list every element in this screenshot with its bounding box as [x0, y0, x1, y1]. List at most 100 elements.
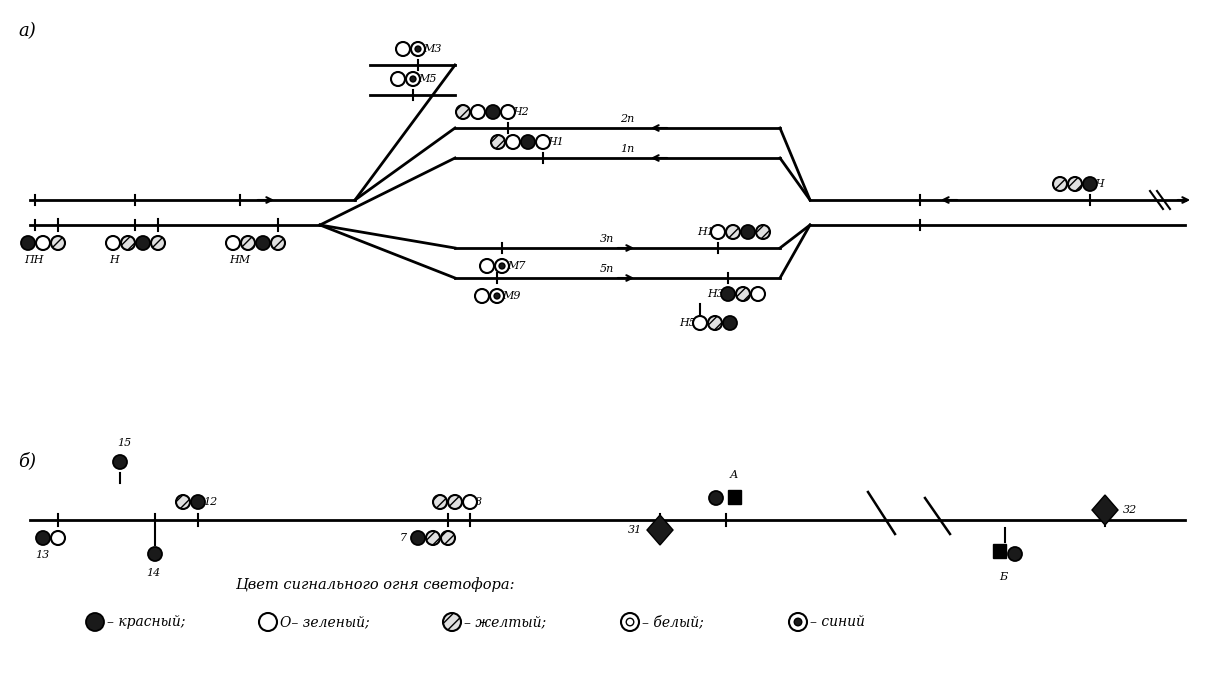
Circle shape	[176, 495, 190, 509]
Text: 1п: 1п	[620, 144, 635, 154]
Text: Цвет сигнального огня светофора:: Цвет сигнального огня светофора:	[235, 578, 515, 592]
Text: Ч: Ч	[1095, 179, 1103, 189]
Text: 31: 31	[627, 525, 642, 535]
Text: М3: М3	[423, 44, 442, 54]
Circle shape	[721, 287, 735, 301]
Circle shape	[36, 531, 50, 545]
Bar	[728, 490, 741, 504]
Text: 5п: 5п	[599, 264, 614, 274]
Circle shape	[521, 135, 535, 149]
Circle shape	[463, 495, 477, 509]
Polygon shape	[1092, 495, 1118, 525]
Circle shape	[107, 236, 120, 250]
Circle shape	[411, 42, 425, 56]
Circle shape	[501, 105, 515, 119]
Circle shape	[256, 236, 270, 250]
Text: 15: 15	[117, 438, 131, 448]
Text: – синий: – синий	[810, 615, 865, 629]
Text: – красный;: – красный;	[107, 615, 185, 629]
Circle shape	[21, 236, 35, 250]
Circle shape	[499, 263, 505, 269]
Circle shape	[151, 236, 165, 250]
Circle shape	[241, 236, 256, 250]
Circle shape	[486, 105, 500, 119]
Circle shape	[480, 259, 494, 273]
Circle shape	[1008, 547, 1022, 561]
Text: М5: М5	[418, 74, 436, 84]
Circle shape	[495, 259, 509, 273]
Text: 3п: 3п	[599, 234, 614, 244]
Circle shape	[448, 495, 463, 509]
Circle shape	[396, 42, 411, 56]
Circle shape	[36, 236, 50, 250]
Text: 2п: 2п	[620, 114, 635, 124]
Text: А: А	[730, 470, 739, 480]
Text: – белый;: – белый;	[642, 615, 704, 629]
Text: Н: Н	[109, 255, 119, 265]
Circle shape	[794, 618, 802, 626]
Text: б): б)	[18, 452, 36, 470]
Text: Н3: Н3	[707, 289, 724, 299]
Bar	[993, 544, 1006, 558]
Circle shape	[441, 531, 455, 545]
Circle shape	[751, 287, 765, 301]
Circle shape	[693, 316, 707, 330]
Text: НМ: НМ	[229, 255, 251, 265]
Circle shape	[148, 547, 162, 561]
Circle shape	[490, 135, 505, 149]
Circle shape	[259, 613, 277, 631]
Text: Ч1: Ч1	[549, 137, 564, 147]
Text: Н1: Н1	[698, 227, 714, 237]
Circle shape	[708, 316, 722, 330]
Circle shape	[226, 236, 240, 250]
Text: 12: 12	[203, 497, 217, 507]
Circle shape	[708, 491, 723, 505]
Circle shape	[1068, 177, 1081, 191]
Text: ПН: ПН	[24, 255, 44, 265]
Circle shape	[790, 613, 807, 631]
Text: М9: М9	[503, 291, 521, 301]
Text: Ч2: Ч2	[513, 107, 529, 117]
Text: 13: 13	[35, 550, 50, 560]
Circle shape	[434, 495, 447, 509]
Circle shape	[741, 225, 754, 239]
Polygon shape	[647, 515, 673, 545]
Circle shape	[621, 613, 639, 631]
Circle shape	[426, 531, 440, 545]
Circle shape	[411, 76, 415, 82]
Circle shape	[415, 46, 421, 52]
Circle shape	[506, 135, 520, 149]
Circle shape	[136, 236, 150, 250]
Circle shape	[1054, 177, 1067, 191]
Circle shape	[457, 105, 470, 119]
Text: 8: 8	[475, 497, 482, 507]
Circle shape	[536, 135, 550, 149]
Text: 14: 14	[145, 568, 160, 578]
Circle shape	[121, 236, 134, 250]
Text: 7: 7	[400, 533, 407, 543]
Circle shape	[723, 316, 737, 330]
Circle shape	[51, 531, 65, 545]
Circle shape	[736, 287, 750, 301]
Circle shape	[475, 289, 489, 303]
Circle shape	[1083, 177, 1097, 191]
Text: Н5: Н5	[679, 318, 696, 328]
Circle shape	[626, 618, 633, 626]
Circle shape	[756, 225, 770, 239]
Circle shape	[271, 236, 285, 250]
Circle shape	[191, 495, 205, 509]
Circle shape	[490, 289, 504, 303]
Circle shape	[471, 105, 484, 119]
Circle shape	[391, 72, 404, 86]
Circle shape	[86, 613, 104, 631]
Circle shape	[406, 72, 420, 86]
Circle shape	[443, 613, 461, 631]
Circle shape	[411, 531, 425, 545]
Text: 32: 32	[1123, 505, 1137, 515]
Circle shape	[727, 225, 740, 239]
Text: – желтый;: – желтый;	[464, 615, 546, 629]
Text: Б: Б	[999, 572, 1008, 582]
Circle shape	[113, 455, 127, 469]
Text: а): а)	[18, 22, 36, 40]
Text: М7: М7	[507, 261, 526, 271]
